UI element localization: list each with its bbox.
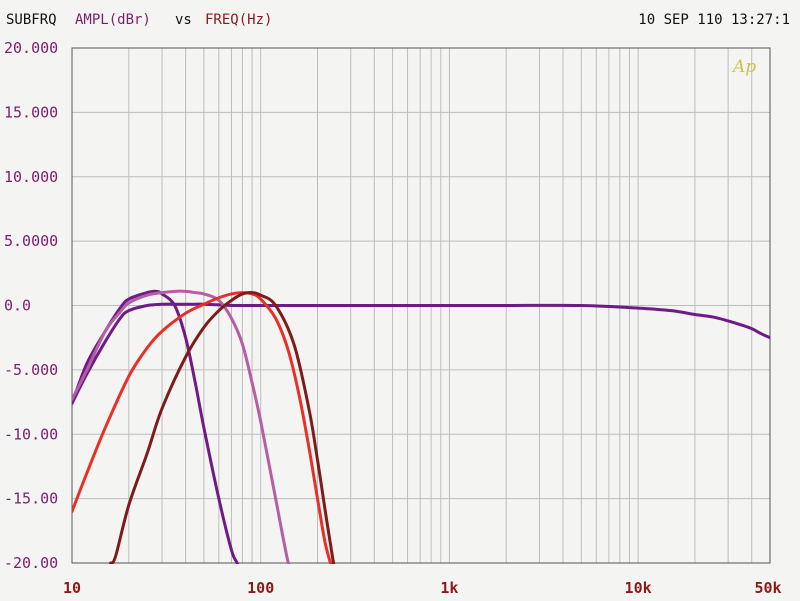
y-tick-label: -10.00 [4, 425, 58, 443]
plot-frame [71, 47, 771, 564]
x-tick-label: 10 [63, 579, 81, 597]
y-tick-label: -15.00 [4, 490, 58, 508]
x-tick-label: 1k [440, 579, 458, 597]
header-y-quantity: AMPL(dBr) [75, 12, 151, 28]
series-line-4 [72, 291, 333, 564]
ap-logo: Ap [731, 57, 756, 77]
y-tick-labels: 20.000 15.000 10.000 5.0000 0.0 -5.000 -10.00 -… [4, 39, 58, 572]
y-tick-label: 0.0 [4, 297, 31, 315]
header-x-quantity: FREQ(Hz) [205, 12, 272, 28]
header-timestamp: 10 SEP 110 13:27:1 [638, 12, 790, 28]
x-tick-label: 100 [247, 579, 274, 597]
series-line-5 [109, 291, 336, 564]
series-line-1 [72, 302, 770, 405]
y-tick-label: -5.000 [4, 361, 58, 379]
series-group [72, 289, 770, 564]
y-tick-label: 10.000 [4, 168, 58, 186]
y-tick-label: 5.0000 [4, 232, 58, 250]
x-tick-labels: 10 100 1k 10k 50k [63, 579, 782, 597]
y-tick-label: -20.00 [4, 554, 58, 572]
y-tick-label: 20.000 [4, 39, 58, 57]
header-left-title: SUBFRQ [6, 12, 57, 28]
x-tick-label: 50k [754, 579, 781, 597]
series-line-3 [72, 289, 291, 564]
x-tick-label: 10k [625, 579, 652, 597]
y-tick-label: 15.000 [4, 103, 58, 121]
header-vs: vs [175, 12, 192, 28]
